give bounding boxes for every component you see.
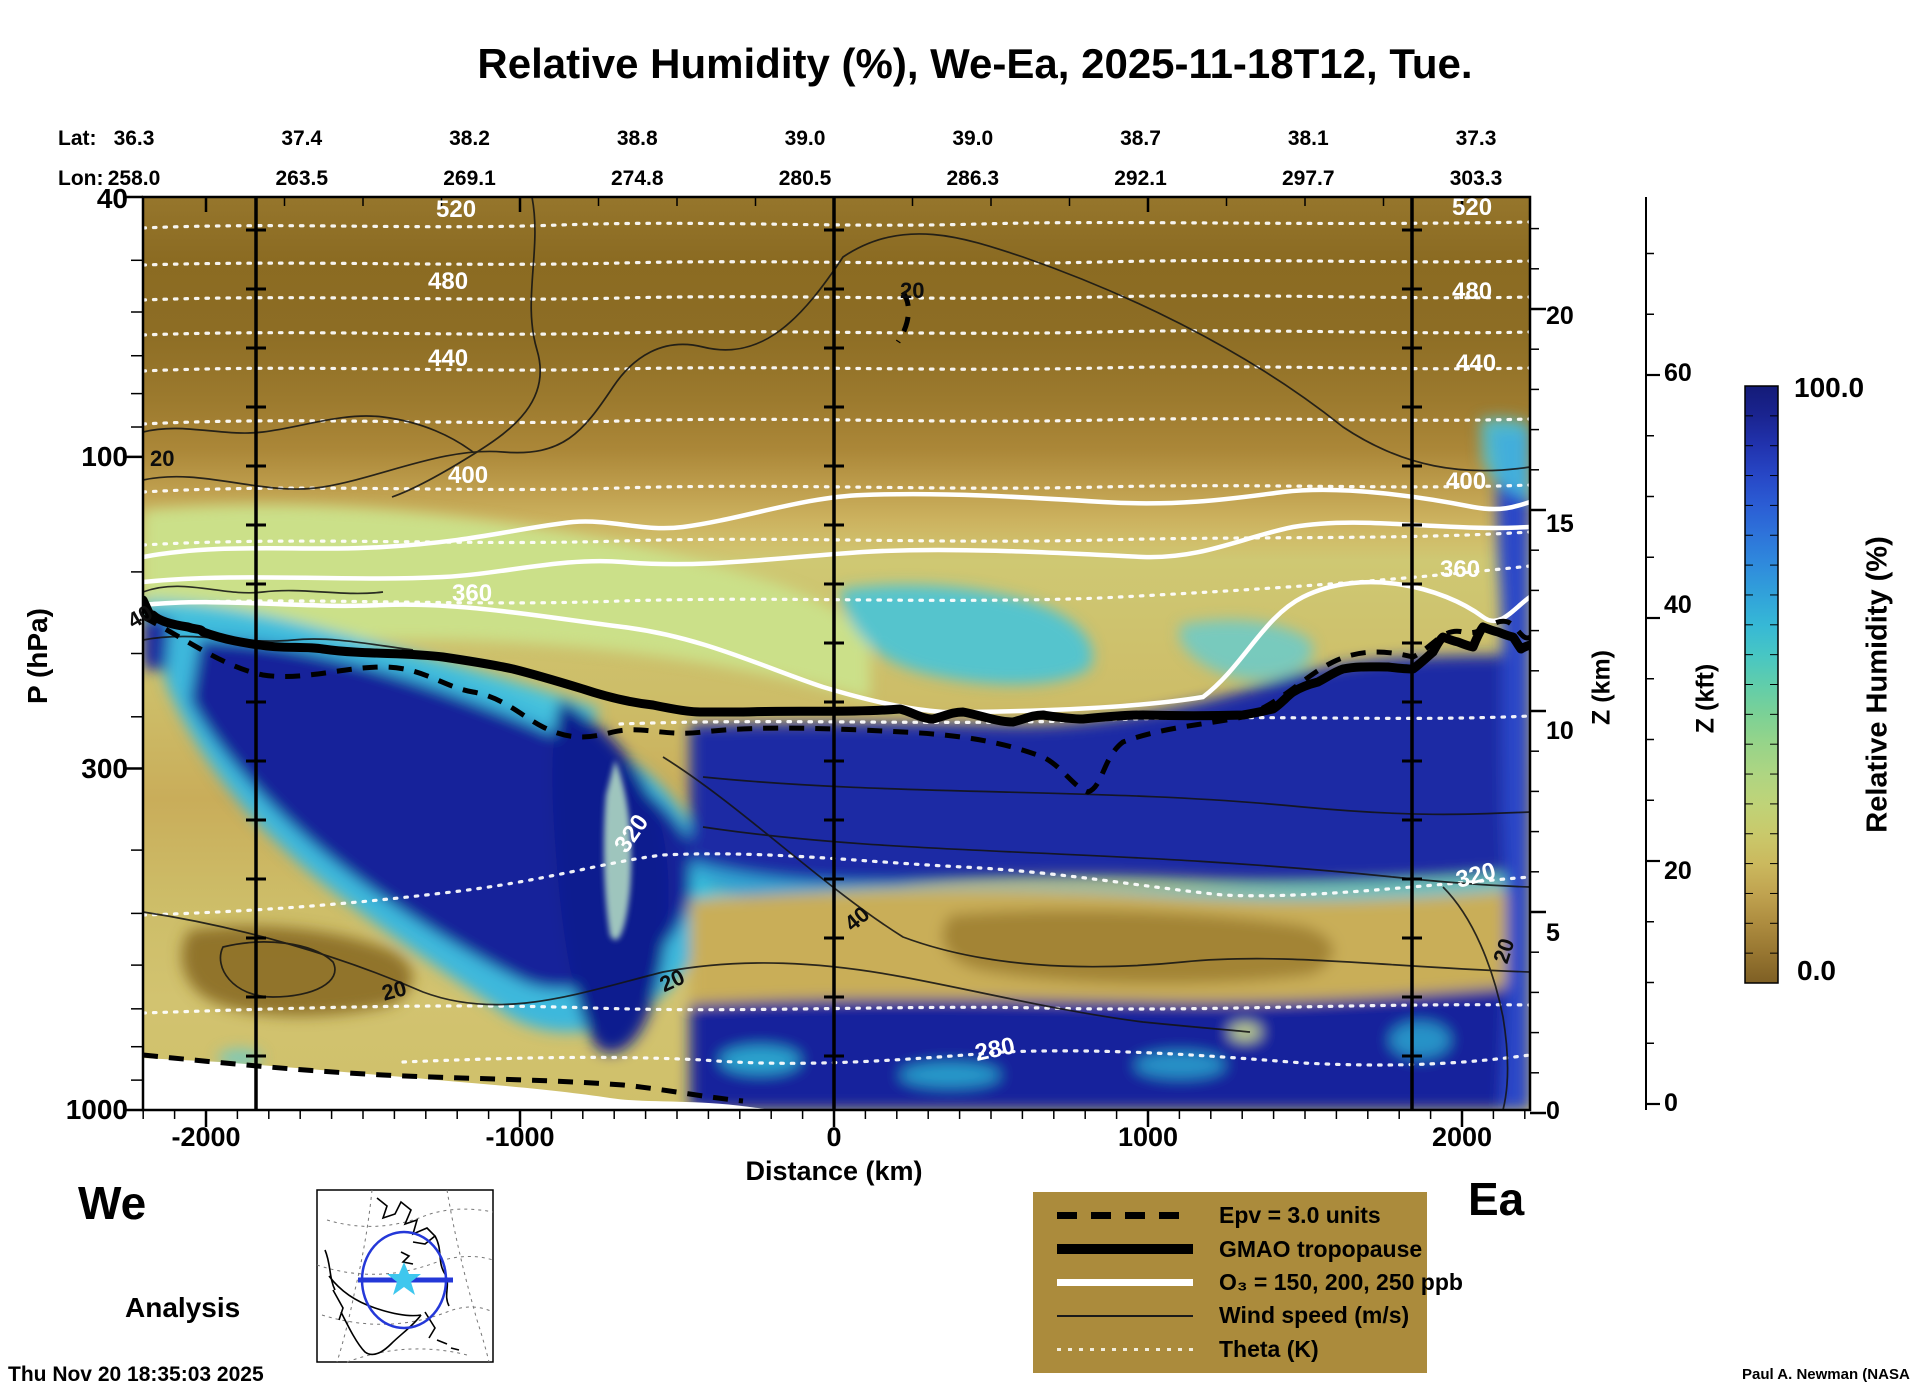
legend-item-epv: Epv = 3.0 units — [1033, 1202, 1427, 1229]
lon-value: 303.3 — [1449, 167, 1503, 190]
p-tick-1000: 1000 — [65, 1094, 128, 1125]
zkft-tick-60: 60 — [1664, 359, 1692, 387]
zkm-tick-15: 15 — [1546, 510, 1574, 538]
legend-item-tropopause: GMAO tropopause — [1033, 1236, 1427, 1263]
x-tick--1000: -1000 — [485, 1122, 555, 1152]
x-tick-0: 0 — [826, 1122, 842, 1152]
wind-20-label: 20 — [900, 278, 925, 303]
lon-value: 258.0 — [107, 167, 161, 190]
lat-value: 36.3 — [113, 127, 155, 150]
lat-value: 37.4 — [281, 127, 323, 150]
lon-value: 292.1 — [1114, 167, 1167, 190]
ozone-contours — [143, 487, 1530, 715]
x-tick-1000: 1000 — [1117, 1122, 1179, 1152]
wind-20-label: 20 — [150, 446, 175, 471]
map-inset — [316, 1189, 494, 1363]
zkm-tick-0: 0 — [1546, 1097, 1560, 1125]
x-tick--2000: -2000 — [171, 1122, 241, 1152]
credit: Paul A. Newman (NASA — [1742, 1366, 1910, 1383]
theta-480-label: 480 — [428, 268, 469, 295]
lat-value: 38.2 — [449, 127, 490, 150]
p-axis-title: P (hPa) — [22, 608, 53, 704]
lat-value: 38.1 — [1287, 127, 1329, 150]
lat-values-row: 36.3 37.4 38.2 38.8 39.0 39.0 38.7 38.1 37.3 — [101, 127, 1509, 151]
zkm-tick-20: 20 — [1546, 302, 1574, 330]
legend-item-ozone: O₃ = 150, 200, 250 ppb — [1033, 1269, 1463, 1296]
rh-filled-contours — [143, 197, 1530, 1110]
lon-value: 274.8 — [610, 167, 664, 190]
lat-value: 39.0 — [952, 127, 994, 150]
theta-480-label: 480 — [1452, 278, 1493, 305]
theta-line-sample — [1057, 1347, 1193, 1351]
lon-values-row: 258.0 263.5 269.1 274.8 280.5 286.3 292.1 297.7… — [101, 167, 1509, 191]
zkft-tick-0: 0 — [1664, 1089, 1678, 1117]
ozone-line-sample — [1057, 1278, 1193, 1286]
lon-value: 263.5 — [275, 167, 329, 190]
lon-value: 269.1 — [443, 167, 496, 190]
theta-360-label: 360 — [452, 580, 493, 607]
legend: Epv = 3.0 units GMAO tropopause O₃ = 150… — [1033, 1192, 1463, 1373]
p-tick-100: 100 — [81, 441, 128, 472]
analysis-label: Analysis — [125, 1292, 241, 1323]
zkft-axis-title: Z (kft) — [1691, 663, 1720, 734]
zkm-axis-title: Z (km) — [1587, 650, 1616, 725]
lat-value: 38.8 — [616, 127, 658, 150]
wind-speed-contours — [143, 197, 1530, 1110]
zkm-tick-10: 10 — [1546, 717, 1574, 745]
colorbar-min: 0.0 — [1797, 955, 1836, 986]
lon-value: 280.5 — [778, 167, 832, 190]
zkft-tick-40: 40 — [1664, 591, 1692, 619]
legend-label: Epv = 3.0 units — [1219, 1202, 1381, 1229]
east-endpoint-label: Ea — [1468, 1173, 1525, 1225]
epv-line-sample — [1057, 1212, 1193, 1220]
epv-contour — [143, 290, 1530, 1104]
x-tick-2000: 2000 — [1431, 1122, 1493, 1152]
lon-value: 286.3 — [946, 167, 1000, 190]
theta-400-label: 400 — [1446, 468, 1487, 495]
theta-440-label: 440 — [428, 345, 469, 372]
theta-contours — [143, 220, 1530, 1067]
legend-label: O₃ = 150, 200, 250 ppb — [1219, 1268, 1463, 1295]
lat-value: 38.7 — [1120, 127, 1161, 150]
colorbar-max: 100.0 — [1794, 372, 1865, 403]
zkft-tick-20: 20 — [1664, 857, 1692, 885]
zkm-tick-5: 5 — [1546, 919, 1560, 947]
lat-value: 37.3 — [1455, 127, 1497, 150]
legend-label: Theta (K) — [1219, 1335, 1319, 1362]
legend-label: Wind speed (m/s) — [1219, 1302, 1410, 1329]
legend-item-theta: Theta (K) — [1033, 1336, 1427, 1363]
lon-value: 297.7 — [1281, 167, 1335, 190]
map-star-icon — [387, 1262, 421, 1295]
lat-value: 39.0 — [784, 127, 826, 150]
timestamp: Thu Nov 20 18:35:03 2025 — [8, 1363, 264, 1386]
page-title: Relative Humidity (%), We-Ea, 2025-11-18… — [477, 40, 1473, 87]
tropopause-line — [143, 595, 1530, 727]
colorbar — [1744, 385, 1779, 984]
wind-line-sample — [1057, 1314, 1193, 1317]
theta-360-label: 360 — [1440, 556, 1481, 583]
theta-520-label: 520 — [1452, 194, 1493, 221]
p-tick-300: 300 — [81, 753, 128, 784]
map-graticule — [316, 1189, 494, 1363]
x-axis-title: Distance (km) — [745, 1156, 923, 1186]
theta-400-label: 400 — [448, 462, 489, 489]
lon-row-label: Lon: — [58, 167, 104, 190]
lat-row-label: Lat: — [58, 127, 97, 150]
west-endpoint-label: We — [78, 1177, 147, 1229]
theta-520-label: 520 — [436, 196, 477, 223]
theta-440-label: 440 — [1456, 350, 1497, 377]
p-tick-40: 40 — [96, 183, 128, 214]
colorbar-title: Relative Humidity (%) — [1861, 536, 1894, 833]
legend-label: GMAO tropopause — [1219, 1235, 1423, 1262]
legend-item-wind: Wind speed (m/s) — [1033, 1302, 1427, 1329]
map-coastline — [324, 1197, 460, 1356]
axis-ticks — [123, 195, 1546, 1127]
tropopause-line-sample — [1057, 1244, 1193, 1255]
